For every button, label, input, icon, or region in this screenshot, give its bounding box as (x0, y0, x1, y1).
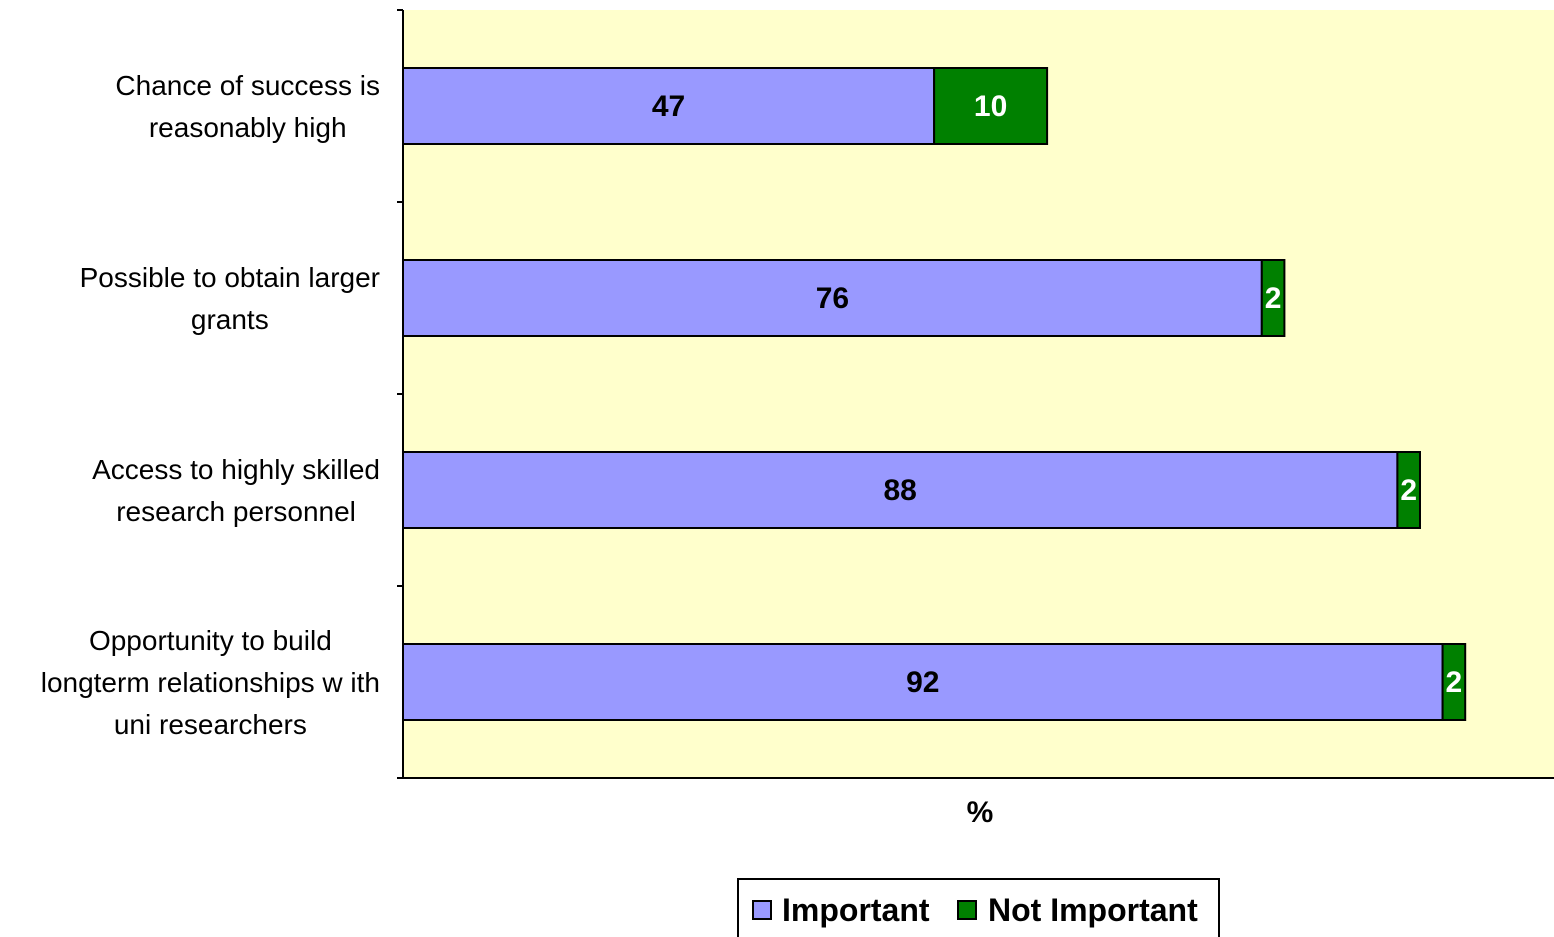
category-label: Access to highly skilled research personn… (92, 454, 380, 527)
legend: Important Not Important (737, 878, 1220, 937)
data-label: 88 (884, 474, 917, 507)
bar-not-important (1260, 259, 1286, 337)
category-label: Chance of success is reasonably high (115, 70, 380, 143)
bar-not-important (1441, 643, 1467, 721)
bar-important (402, 67, 936, 145)
category-label: Possible to obtain larger grants (80, 262, 380, 335)
data-label: 2 (1446, 666, 1463, 699)
data-label: 76 (816, 282, 849, 315)
x-axis-title: % (967, 796, 994, 829)
data-label: 10 (974, 90, 1007, 123)
category-labels-group: Chance of success is reasonably high Possi… (41, 70, 380, 740)
data-label: 2 (1400, 474, 1417, 507)
bar-important (402, 643, 1444, 721)
legend-label-not-important: Not Important (988, 892, 1198, 928)
bar-not-important (933, 67, 1049, 145)
bar-not-important (1396, 451, 1422, 529)
bar-labels-group: 47 10 76 2 88 2 92 2 (652, 90, 1462, 699)
legend-swatch-important (752, 900, 772, 920)
y-axis-ticks (397, 9, 403, 779)
bars-group (402, 67, 1467, 721)
data-label: 2 (1265, 282, 1282, 315)
legend-box (737, 878, 1220, 937)
bar-important (402, 451, 1399, 529)
category-label: Opportunity to build longterm relationshi… (41, 625, 380, 740)
data-label: 47 (652, 90, 685, 123)
bar-important (402, 259, 1263, 337)
legend-swatch-not-important (957, 900, 977, 920)
data-label: 92 (906, 666, 939, 699)
legend-label-important: Important (782, 892, 930, 928)
